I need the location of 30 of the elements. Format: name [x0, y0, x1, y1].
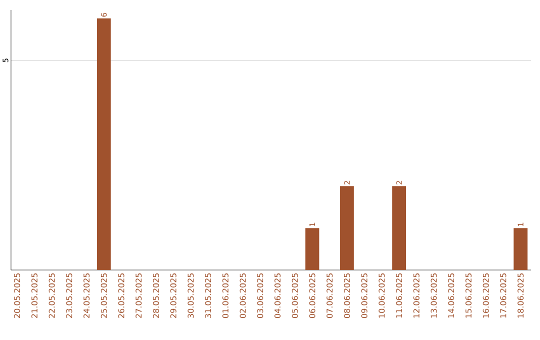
x-tick-label: 20.05.2025 — [14, 273, 20, 318]
x-tick-label: 30.05.2025 — [188, 273, 194, 318]
x-tick-label: 04.06.2025 — [274, 273, 281, 318]
x-tick-label: 08.06.2025 — [344, 273, 350, 318]
x-tick-label: 18.06.2025 — [518, 273, 524, 318]
x-tick-label: 26.05.2025 — [118, 273, 124, 318]
x-tick-label: 09.06.2025 — [361, 273, 368, 318]
x-tick-label: 14.06.2025 — [448, 273, 454, 318]
x-tick-label: 17.06.2025 — [500, 273, 506, 318]
x-tick-label: 07.06.2025 — [326, 273, 333, 318]
x-tick-label: 31.05.2025 — [205, 273, 212, 318]
x-tick-label: 03.06.2025 — [257, 273, 264, 318]
x-tick-label: 01.06.2025 — [222, 273, 228, 318]
x-tick-label: 06.06.2025 — [309, 273, 316, 318]
x-tick-label: 28.05.2025 — [152, 273, 160, 318]
x-tick-label: 29.05.2025 — [170, 273, 176, 318]
x-tick-label: 05.06.2025 — [292, 273, 298, 318]
x-tick-label: 24.05.2025 — [84, 273, 90, 318]
x-tick-label: 22.05.2025 — [48, 273, 55, 318]
x-tick-label: 25.05.2025 — [100, 273, 107, 318]
x-tick-label: 12.06.2025 — [413, 273, 420, 318]
x-tick-label: 21.05.2025 — [31, 273, 38, 318]
x-tick-label: 11.06.2025 — [396, 273, 402, 318]
x-tick-label: 10.06.2025 — [378, 273, 385, 318]
x-tick-label: 27.05.2025 — [136, 273, 142, 318]
x-tick-label: 15.06.2025 — [465, 273, 472, 318]
x-tick-label: 16.06.2025 — [482, 273, 489, 318]
x-tick-label: 02.06.2025 — [240, 273, 246, 318]
x-tick-label: 13.06.2025 — [430, 273, 437, 318]
x-tick-label: 23.05.2025 — [66, 273, 72, 318]
